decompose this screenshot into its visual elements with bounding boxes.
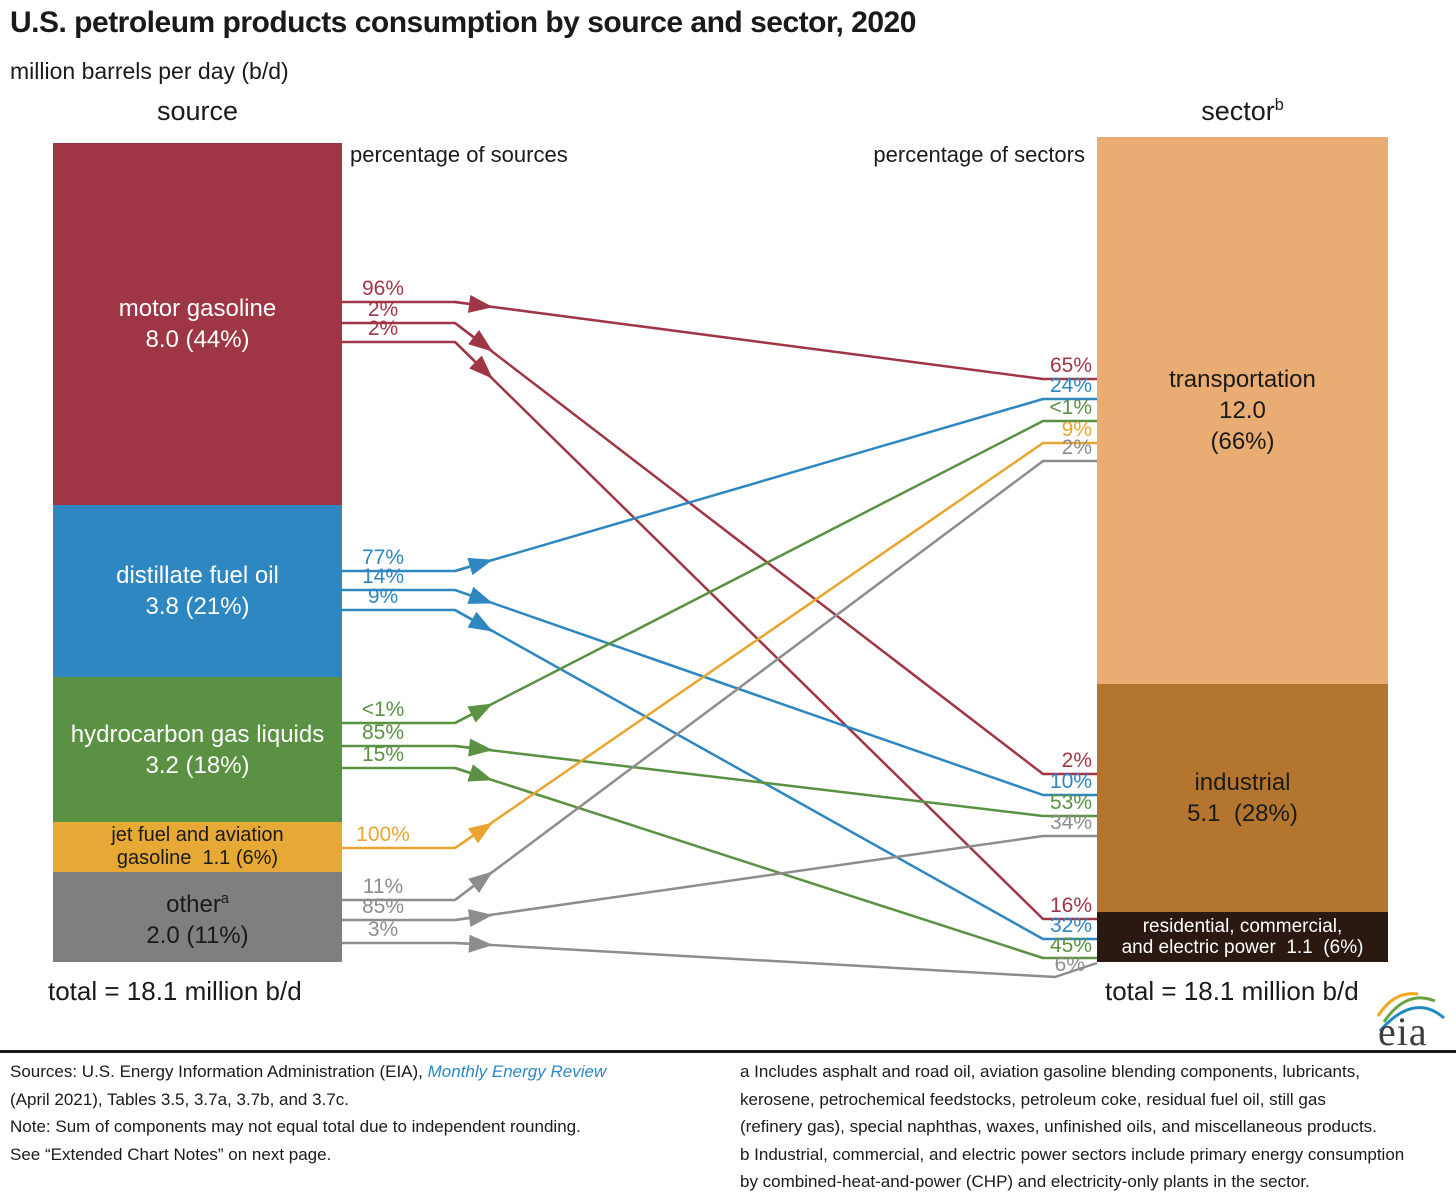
source-value: 8.0 (44%) [145, 326, 250, 353]
flow-hgl-to-industrial [342, 738, 1097, 818]
source-box-hydrocarbon-gas-liquids: hydrocarbon gas liquids 3.2 (18%) [53, 677, 342, 822]
source-label: distillate fuel oil [116, 562, 279, 589]
sector-header-text: sector [1201, 96, 1275, 126]
flow-motor-gasoline-to-industrial [342, 321, 1097, 776]
footer-see-notes-line: See “Extended Chart Notes” on next page. [10, 1144, 332, 1164]
flow-distillate-to-industrial [342, 586, 1097, 797]
sector-total: total = 18.1 million b/d [1105, 976, 1359, 1006]
sector-pct-label: <1% [1049, 396, 1092, 419]
flow-other-to-residential [342, 934, 1098, 979]
sector-share: (66%) [1210, 428, 1275, 455]
source-box-other: othera 2.0 (11%) [53, 872, 342, 962]
source-box-distillate-fuel-oil: distillate fuel oil 3.8 (21%) [53, 505, 342, 677]
source-value: gasoline 1.1 (6%) [116, 847, 279, 869]
sector-box-transportation: transportation 12.0 (66%) [1097, 137, 1388, 684]
source-pct-label: 15% [361, 743, 405, 766]
flow-hgl-to-residential [342, 764, 1097, 960]
source-pct-label: 11% [362, 875, 404, 898]
sector-pct-label: 9% [1061, 418, 1092, 441]
footer-right: a Includes asphalt and road oil, aviatio… [740, 1058, 1450, 1196]
flow-motor-gasoline-to-residential [342, 340, 1097, 921]
page-title: U.S. petroleum products consumption by s… [10, 6, 916, 39]
flow-distillate-to-residential [342, 608, 1097, 941]
footnote-a-line2: kerosene, petrochemical feedstocks, petr… [740, 1089, 1326, 1109]
percentage-of-sources-header: percentage of sources [350, 142, 568, 167]
eia-logo: eia [1372, 990, 1448, 1054]
sector-pct-label: 65% [1049, 354, 1092, 377]
sector-pct-label: 10% [1049, 770, 1092, 793]
flow-hgl-to-transportation [342, 419, 1097, 725]
sector-label: transportation [1169, 366, 1316, 393]
source-pct-label: 2% [367, 298, 399, 321]
sector-pct-label: 24% [1049, 374, 1092, 397]
footnote-b-line1: b Industrial, commercial, and electric p… [740, 1144, 1405, 1164]
source-pct-label: 85% [361, 895, 405, 918]
source-value: 2.0 (11%) [146, 921, 249, 949]
sector-label: residential, commercial, [1142, 916, 1343, 937]
source-label: othera [166, 890, 229, 918]
source-pct-label: 9% [367, 585, 399, 608]
footnote-a-line3: (refinery gas), special naphthas, waxes,… [740, 1117, 1377, 1136]
footnote-a-line1: a Includes asphalt and road oil, aviatio… [740, 1062, 1360, 1081]
footnote-b-line2: by combined-heat-and-power (CHP) and ele… [740, 1172, 1310, 1191]
flow-jet-fuel-to-transportation [342, 441, 1097, 850]
source-column-header: source [156, 96, 239, 126]
other-footnote-mark: a [220, 890, 229, 907]
source-value: 3.2 (18%) [145, 751, 250, 779]
source-pct-label: 14% [361, 565, 405, 588]
footer-divider [0, 1050, 1456, 1053]
source-pct-label: 85% [361, 721, 405, 744]
sector-pct-label: 53% [1049, 791, 1092, 814]
sector-pct-label: 2% [1061, 436, 1092, 459]
sector-value: 5.1 (28%) [1187, 800, 1298, 827]
source-value: 3.8 (21%) [145, 593, 250, 620]
source-label: motor gasoline [118, 295, 277, 322]
footer-tables-line: (April 2021), Tables 3.5, 3.7a, 3.7b, an… [10, 1089, 349, 1109]
sector-pct-label: 45% [1049, 934, 1092, 957]
flow-motor-gasoline-to-transportation [342, 295, 1097, 381]
sector-box-industrial: industrial 5.1 (28%) [1097, 684, 1388, 912]
sector-label: industrial [1194, 769, 1291, 796]
units-label: million barrels per day (b/d) [10, 58, 289, 84]
sector-value: and electric power 1.1 (6%) [1121, 937, 1364, 958]
sector-header-footnote-mark: b [1274, 96, 1284, 114]
sector-value: 12.0 [1219, 397, 1266, 424]
sector-pct-label: 16% [1049, 894, 1092, 917]
footer-left: Sources: U.S. Energy Information Adminis… [10, 1058, 690, 1168]
source-pct-label: 77% [361, 546, 405, 569]
source-pct-label: 2% [367, 317, 399, 340]
percentage-of-sectors-header: percentage of sectors [873, 142, 1085, 167]
source-label: jet fuel and aviation [111, 824, 284, 846]
source-pct-label: <1% [361, 698, 405, 721]
flow-distillate-to-transportation [342, 397, 1097, 576]
eia-logo-text: eia [1378, 1009, 1428, 1054]
monthly-energy-review-link[interactable]: Monthly Energy Review [427, 1062, 607, 1081]
sector-box-residential-commercial-electric-power: residential, commercial, and electric po… [1097, 912, 1388, 962]
sector-column-header: sectorb [1097, 96, 1388, 127]
footer-note-line: Note: Sum of components may not equal to… [10, 1117, 581, 1136]
source-label: hydrocarbon gas liquids [70, 720, 325, 748]
source-pct-label: 96% [361, 277, 405, 300]
source-box-jet-fuel-aviation-gasoline: jet fuel and aviation gasoline 1.1 (6%) [53, 822, 342, 872]
flow-other-to-transportation [342, 459, 1097, 902]
sector-pct-label: 34% [1049, 811, 1092, 834]
source-box-motor-gasoline: motor gasoline 8.0 (44%) [53, 143, 342, 505]
flow-other-to-industrial [342, 834, 1097, 927]
eia-logo-swoosh [1376, 992, 1445, 1032]
source-pct-label: 100% [356, 823, 410, 846]
footer-sources-line: Sources: U.S. Energy Information Adminis… [10, 1062, 607, 1081]
sector-pct-label: 6% [1054, 953, 1085, 976]
sector-pct-label: 2% [1061, 749, 1092, 772]
source-pct-label: 3% [367, 918, 399, 941]
sector-pct-label: 32% [1049, 914, 1092, 937]
source-total: total = 18.1 million b/d [48, 976, 302, 1006]
